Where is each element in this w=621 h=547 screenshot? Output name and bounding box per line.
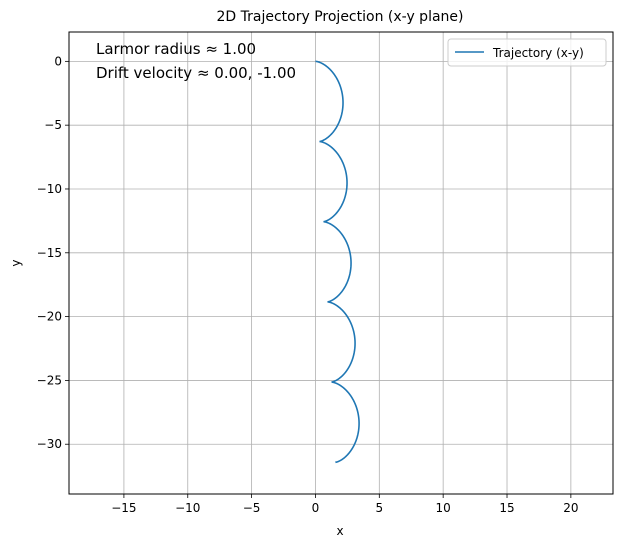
y-axis-label: y xyxy=(9,259,23,266)
x-tick-label: −5 xyxy=(243,501,261,515)
annotation-drift-velocity: Drift velocity ≈ 0.00, -1.00 xyxy=(96,64,296,82)
x-tick-label: 0 xyxy=(312,501,320,515)
legend: Trajectory (x-y) xyxy=(447,38,607,67)
chart-title: 2D Trajectory Projection (x-y plane) xyxy=(217,9,464,25)
legend-entry-trajectory: Trajectory (x-y) xyxy=(492,46,584,60)
x-tick-label: 15 xyxy=(499,501,514,515)
x-axis-ticks: −15 −10 −5 0 5 10 15 20 xyxy=(111,494,578,515)
y-tick-label: −20 xyxy=(37,310,62,324)
annotation-larmor-radius: Larmor radius ≈ 1.00 xyxy=(96,40,256,58)
y-tick-label: −30 xyxy=(37,437,62,451)
y-tick-label: 0 xyxy=(54,54,62,68)
x-tick-label: 20 xyxy=(563,501,578,515)
x-tick-label: −15 xyxy=(111,501,136,515)
x-tick-label: −10 xyxy=(175,501,200,515)
y-tick-label: −10 xyxy=(37,182,62,196)
plot-frame xyxy=(68,31,614,495)
grid xyxy=(69,32,613,494)
y-tick-label: −5 xyxy=(44,118,62,132)
legend-box xyxy=(447,38,607,67)
y-axis-ticks: 0 −5 −10 −15 −20 −25 −30 xyxy=(37,54,69,451)
x-tick-label: 5 xyxy=(375,501,383,515)
series-line-trajectory xyxy=(315,60,360,464)
x-axis-label: x xyxy=(336,524,343,538)
x-tick-label: 10 xyxy=(436,501,451,515)
y-tick-label: −25 xyxy=(37,373,62,387)
y-tick-label: −15 xyxy=(37,246,62,260)
